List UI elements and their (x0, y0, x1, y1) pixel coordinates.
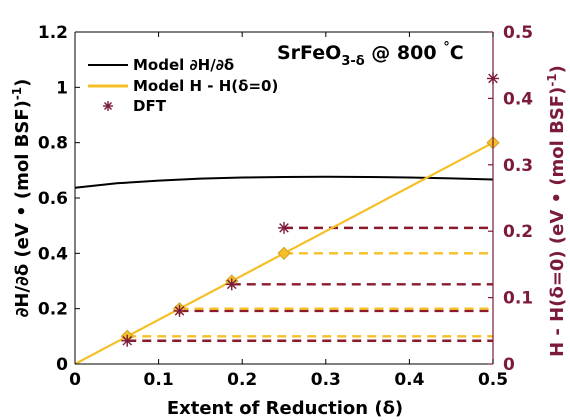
x-tick-label-1: 0.1 (144, 370, 174, 390)
legend-label-H: Model H - H(δ=0) (133, 77, 278, 95)
y-axis-right-title: H - H(δ=0) (eV • (mol BSF)-1) (545, 65, 568, 357)
annotation-degree: ° (443, 40, 450, 55)
legend-label-dft: DFT (133, 97, 167, 115)
model-marker-3 (277, 246, 291, 260)
plot-area (74, 72, 500, 365)
chart-annotation: SrFeO3-δ @ 800 °C (277, 40, 464, 69)
series-line-0 (74, 175, 494, 189)
x-tick-label-5: 0.5 (478, 370, 508, 390)
x-tick-label-2: 0.2 (227, 370, 257, 390)
legend: Model ∂H/∂δ Model H - H(δ=0) DFT (88, 56, 278, 115)
y-right-tick-label-0: 0 (503, 355, 515, 375)
x-tick-label-0: 0 (69, 370, 81, 390)
axes: 0 0.1 0.2 0.3 0.4 0.500.20.40.60.811.200.10.2… (38, 23, 533, 390)
y-left-tick-label-2: 0.4 (38, 244, 68, 264)
x-tick-label-3: 0.3 (311, 370, 341, 390)
annotation-base: SrFeO (277, 42, 341, 64)
y-right-tick-label-1: 0.1 (503, 289, 533, 309)
x-tick-label-4: 0.4 (394, 370, 424, 390)
y-left-tick-label-6: 1.2 (38, 23, 68, 43)
annotation-subscript: 3-δ (341, 54, 364, 69)
y-right-tick-label-5: 0.5 (503, 23, 533, 43)
y-axis-left-title: ∂H/∂δ (eV • (mol BSF)-1) (10, 79, 33, 318)
legend-swatch-dft (103, 101, 113, 111)
y-right-tick-label-2: 0.2 (503, 222, 533, 242)
y-left-tick-label-3: 0.6 (38, 189, 68, 209)
annotation-rest: @ 800 (365, 42, 444, 64)
y-left-tick-label-4: 0.8 (38, 134, 68, 154)
annotation-unit: C (450, 42, 464, 64)
x-axis-title: Extent of Reduction (δ) (167, 398, 403, 419)
y-right-tick-label-4: 0.4 (503, 89, 533, 109)
y-right-tick-label-3: 0.3 (503, 156, 533, 176)
y-left-tick-label-0: 0 (56, 355, 68, 375)
y-left-tick-label-5: 1 (56, 78, 68, 98)
legend-label-dHdd: Model ∂H/∂δ (133, 56, 234, 74)
dft-point-1 (173, 304, 186, 317)
dft-point-0 (121, 334, 134, 347)
dft-point-2 (225, 278, 238, 291)
dft-point-3 (278, 221, 290, 234)
y-left-tick-label-1: 0.2 (38, 300, 68, 320)
